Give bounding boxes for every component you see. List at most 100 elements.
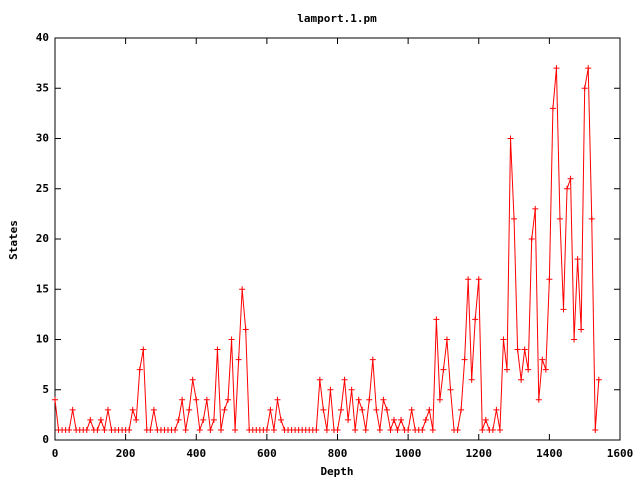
point-marker [518, 376, 525, 383]
point-marker [136, 366, 143, 373]
point-marker [493, 406, 500, 413]
point-marker [546, 276, 553, 283]
point-marker [338, 406, 345, 413]
point-marker [588, 215, 595, 222]
point-marker [242, 326, 249, 333]
point-marker [126, 426, 133, 433]
point-marker [504, 366, 510, 373]
point-marker [232, 426, 239, 433]
point-marker [235, 356, 242, 363]
point-marker [341, 376, 348, 383]
point-marker [564, 185, 571, 192]
x-axis-label: Depth [320, 465, 353, 478]
x-tick-label: 1200 [466, 447, 493, 460]
point-marker [571, 336, 578, 343]
point-marker [496, 426, 503, 433]
point-marker [525, 366, 532, 373]
point-marker [362, 426, 369, 433]
point-marker [270, 426, 277, 433]
point-marker [436, 396, 443, 403]
point-marker [429, 426, 436, 433]
point-marker [263, 426, 270, 433]
point-marker [560, 306, 567, 313]
point-marker [458, 406, 465, 413]
point-marker [182, 426, 189, 433]
point-marker [334, 426, 341, 433]
point-marker [422, 416, 429, 423]
point-marker [359, 406, 366, 413]
point-marker [465, 276, 472, 283]
point-marker [468, 376, 475, 383]
point-marker [532, 205, 539, 212]
point-marker [394, 426, 401, 433]
point-marker [366, 396, 373, 403]
x-tick-label: 1600 [607, 447, 634, 460]
point-marker [203, 396, 210, 403]
point-marker [482, 416, 489, 423]
point-marker [94, 426, 101, 433]
point-marker [129, 406, 136, 413]
point-marker [207, 426, 214, 433]
point-marker [210, 416, 217, 423]
point-marker [542, 366, 549, 373]
x-tick-label: 200 [116, 447, 136, 460]
point-marker [320, 406, 327, 413]
point-marker [97, 416, 104, 423]
x-tick-label: 400 [186, 447, 206, 460]
point-marker [104, 406, 111, 413]
point-marker [426, 406, 433, 413]
point-marker [433, 316, 440, 323]
y-tick-label: 20 [36, 232, 49, 245]
point-marker [175, 416, 182, 423]
point-marker [479, 426, 486, 433]
y-tick-label: 5 [42, 383, 49, 396]
point-marker [172, 426, 179, 433]
point-marker [267, 406, 274, 413]
point-marker [500, 336, 507, 343]
point-marker [179, 396, 186, 403]
point-marker [316, 376, 323, 383]
point-marker [443, 336, 450, 343]
y-axis-label: States [7, 220, 20, 260]
point-marker [214, 346, 221, 353]
point-marker [147, 426, 154, 433]
point-marker [278, 416, 284, 423]
point-marker [475, 276, 482, 283]
chart-title: lamport.1.pm [297, 12, 377, 25]
point-marker [52, 396, 58, 403]
y-tick-label: 15 [36, 282, 49, 295]
point-marker [535, 396, 542, 403]
point-marker [387, 426, 394, 433]
point-marker [355, 396, 362, 403]
point-marker [189, 376, 196, 383]
point-marker [369, 356, 376, 363]
point-marker [454, 426, 461, 433]
x-tick-label: 0 [52, 447, 59, 460]
point-marker [556, 215, 563, 222]
point-marker [405, 426, 412, 433]
point-marker [101, 426, 108, 433]
y-tick-label: 35 [36, 81, 49, 94]
point-marker [447, 386, 454, 393]
y-tick-label: 0 [42, 433, 49, 446]
point-marker [595, 376, 602, 383]
point-marker [419, 426, 426, 433]
point-marker [323, 426, 330, 433]
point-marker [585, 65, 592, 72]
point-marker [398, 416, 405, 423]
point-marker [186, 406, 193, 413]
point-marker [391, 416, 397, 423]
x-tick-label: 600 [257, 447, 277, 460]
point-marker [348, 386, 355, 393]
point-marker [578, 326, 585, 333]
point-marker [133, 416, 140, 423]
x-tick-label: 800 [328, 447, 348, 460]
point-marker [373, 406, 380, 413]
plot-border [54, 37, 621, 441]
point-marker [140, 346, 147, 353]
point-marker [514, 346, 521, 353]
point-marker [83, 426, 90, 433]
point-marker [352, 426, 359, 433]
point-marker [239, 286, 246, 293]
